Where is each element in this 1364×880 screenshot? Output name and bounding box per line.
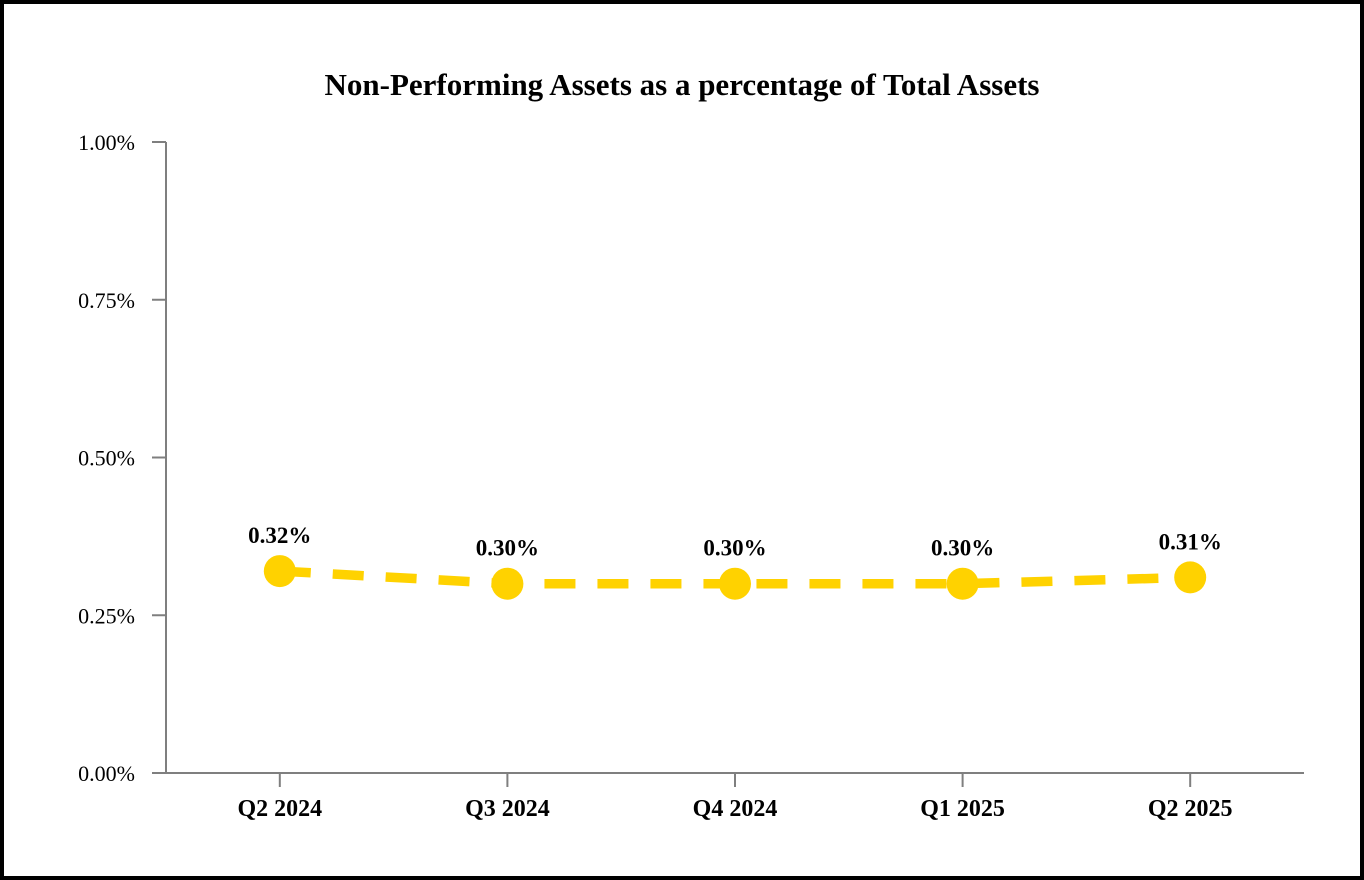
y-tick-label: 1.00%: [78, 130, 135, 155]
x-tick-label: Q3 2024: [465, 796, 550, 822]
y-tick-label: 0.25%: [78, 603, 135, 628]
x-tick-label: Q1 2025: [920, 796, 1005, 822]
data-point-marker: [946, 567, 979, 600]
y-tick-label: 0.50%: [78, 446, 135, 471]
x-tick-label: Q2 2024: [237, 796, 322, 822]
data-point-label: 0.30%: [476, 536, 539, 561]
data-point-label: 0.30%: [703, 536, 766, 561]
data-point-label: 0.32%: [248, 523, 311, 548]
data-point-marker: [491, 567, 524, 600]
y-tick-label: 0.75%: [78, 288, 135, 313]
y-tick-label: 0.00%: [78, 761, 135, 786]
x-tick-label: Q2 2025: [1148, 796, 1233, 822]
data-point-marker: [719, 567, 751, 600]
data-point-label: 0.30%: [931, 536, 994, 561]
line-chart-canvas: 0.00% 0.25% 0.50% 0.75% 1.00% Q2 2024 Q3 2024 Q…: [78, 130, 1304, 822]
data-point-marker: [263, 555, 296, 588]
x-tick-label: Q4 2024: [693, 796, 778, 822]
chart-title: Non-Performing Assets as a percentage of…: [324, 67, 1040, 102]
data-point-marker: [1174, 561, 1207, 594]
data-point-label: 0.31%: [1159, 529, 1222, 554]
data-line: [279, 566, 1191, 589]
